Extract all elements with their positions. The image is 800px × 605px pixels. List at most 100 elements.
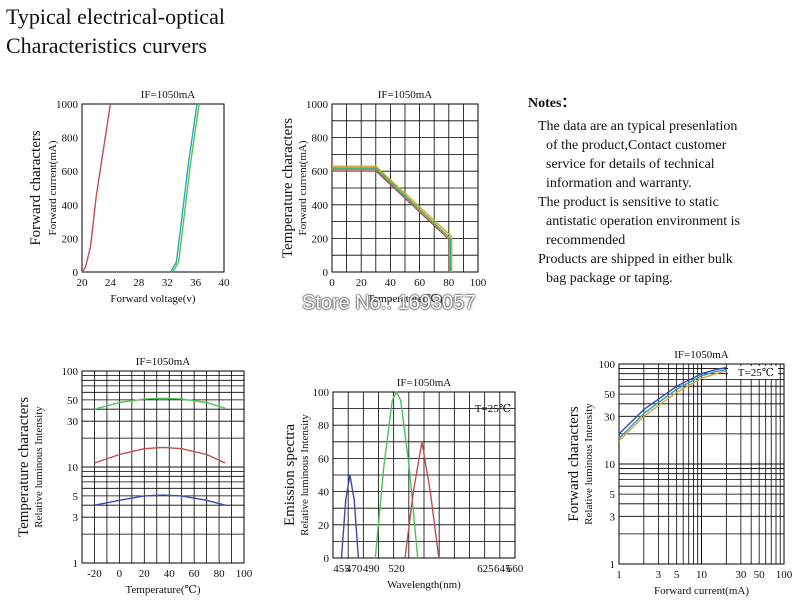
series-line-green [94, 397, 226, 410]
x-tick-label: 0 [117, 568, 123, 580]
y-tick-label: 0 [323, 267, 329, 279]
grid-lines [332, 104, 478, 272]
notes-line: bag package or taping. [546, 271, 673, 286]
y-tick-label: 200 [62, 233, 79, 245]
series-line-blue [618, 366, 727, 435]
notes-lines: The data are an typical presenlation of t… [528, 117, 793, 288]
y-tick-label: 20 [318, 520, 330, 532]
x-tick-label: 520 [388, 563, 405, 575]
grid-lines [82, 371, 244, 563]
x-tick-label: 0 [329, 277, 335, 289]
notes-line: service for details of technical [546, 157, 715, 172]
y-tick-label: 0 [324, 553, 330, 565]
series-line-orange [332, 165, 453, 272]
notes-line: of the product,Contact customer [546, 138, 727, 153]
notes-line: The data are an typical presenlation [538, 119, 738, 134]
y-axis-label: Relative luminous Intensity [583, 403, 595, 525]
series-line-green [172, 103, 200, 273]
y-tick-label: 40 [318, 487, 330, 499]
grid-lines [619, 364, 784, 564]
y-tick-label: 10 [604, 459, 616, 471]
series-line-blue [340, 474, 360, 559]
x-axis-label: Temperature(℃) [367, 293, 442, 305]
x-axis-label: Forward voltage(v) [110, 293, 196, 305]
series-line-blue [94, 494, 226, 506]
y-tick-label: 1 [73, 558, 79, 570]
x-tick-label: 455 [333, 563, 350, 575]
x-tick-label: 28 [133, 277, 145, 289]
x-tick-label: 100 [470, 277, 487, 289]
x-tick-label: 100 [236, 568, 253, 580]
y-tick-label: 800 [62, 133, 79, 145]
x-tick-label: 50 [754, 569, 766, 581]
x-tick-label: 1 [616, 569, 622, 581]
series-line-red [81, 103, 112, 273]
x-tick-label: 660 [507, 563, 524, 575]
y-tick-label: 400 [312, 200, 329, 212]
y-axis-title: Forward characters [28, 130, 44, 246]
notes-block: Notes： The data are an typical presenlat… [528, 94, 793, 288]
x-axis-label: Wavelength(nm) [387, 579, 461, 591]
x-tick-label: 5 [674, 569, 680, 581]
store-watermark: Store No.: 1693057 [302, 292, 476, 314]
x-tick-label: 80 [214, 568, 226, 580]
y-tick-label: 1000 [306, 99, 329, 111]
x-tick-label: 10 [696, 569, 708, 581]
y-tick-label: 50 [604, 389, 616, 401]
x-axis-label: Forward current(mA) [654, 585, 749, 597]
x-tick-label: 40 [385, 277, 397, 289]
chart-title: IF=1050mA [397, 377, 452, 389]
x-tick-label: 20 [356, 277, 368, 289]
y-axis-label: Relative luminous Intensity [299, 414, 311, 536]
y-axis-title: Emission spectra [282, 424, 298, 526]
x-tick-label: 20 [139, 568, 151, 580]
notes-line: The product is sensitive to static [538, 195, 719, 210]
annotation-bg [728, 366, 778, 379]
y-tick-label: 100 [599, 359, 616, 371]
y-axis-title: Forward characters [566, 406, 582, 522]
series-line-red [404, 441, 440, 559]
x-tick-label: 100 [776, 569, 793, 581]
y-axis-label: Forward current(mA) [297, 140, 309, 235]
x-axis-label: Temperature(℃) [125, 584, 200, 596]
y-tick-label: 80 [318, 420, 330, 432]
y-tick-label: 0 [73, 267, 79, 279]
y-tick-label: 1 [610, 559, 616, 571]
y-tick-label: 60 [318, 453, 330, 465]
x-tick-label: 625 [477, 563, 494, 575]
x-tick-label: 80 [443, 277, 455, 289]
y-tick-label: 3 [73, 512, 79, 524]
y-tick-label: 30 [604, 411, 616, 423]
notes-line: information and warranty. [546, 176, 692, 191]
chart-annotation: T=25℃ [738, 367, 774, 379]
x-tick-label: 60 [189, 568, 201, 580]
x-tick-label: 40 [219, 277, 231, 289]
series-line-teal [618, 368, 727, 439]
notes-title: Notes： [528, 96, 576, 111]
y-tick-label: 100 [313, 387, 330, 399]
chart-title: IF=1050mA [141, 89, 196, 101]
grid-lines [333, 392, 515, 558]
x-tick-label: 30 [735, 569, 747, 581]
x-tick-label: 40 [164, 568, 176, 580]
y-tick-label: 3 [610, 511, 616, 523]
x-tick-label: 24 [105, 277, 117, 289]
series-line-red [94, 446, 226, 464]
x-tick-label: 60 [414, 277, 426, 289]
page-heading: Typical electrical-optical Characteristi… [6, 2, 225, 60]
heading-line-1: Typical electrical-optical [6, 4, 225, 29]
heading-line-2: Characteristics curvers [6, 33, 207, 58]
x-tick-label: 32 [162, 277, 173, 289]
y-tick-label: 800 [312, 133, 329, 145]
x-tick-label: 3 [656, 569, 662, 581]
y-tick-label: 200 [312, 233, 329, 245]
x-tick-label: 470 [346, 563, 363, 575]
y-tick-label: 30 [67, 416, 79, 428]
x-tick-label: 645 [494, 563, 511, 575]
series-line-green [332, 167, 451, 272]
chart-title: IF=1050mA [674, 349, 729, 361]
y-axis-title: Temperature characters [280, 118, 296, 258]
y-tick-label: 600 [312, 166, 329, 178]
notes-line: Products are shipped in either bulk [538, 252, 733, 267]
